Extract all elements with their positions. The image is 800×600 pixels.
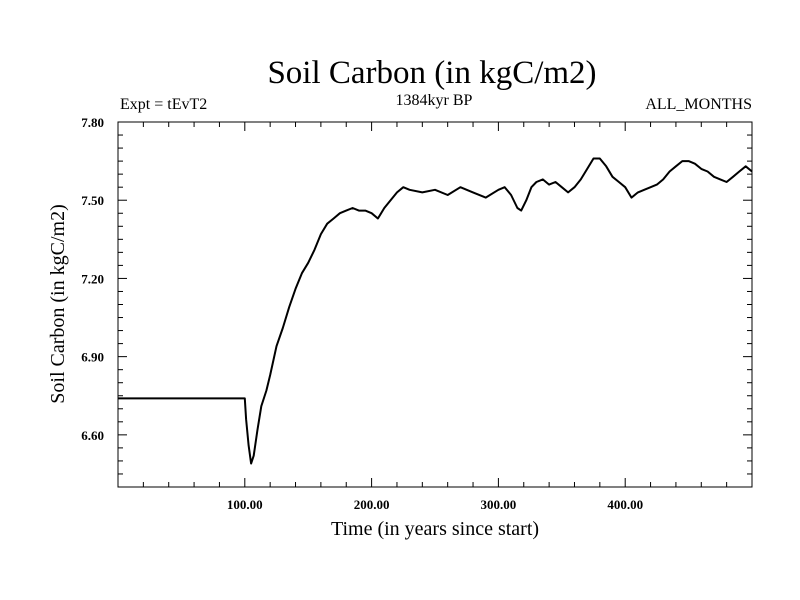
x-tick-label: 300.00 xyxy=(481,497,517,512)
y-axis-label: Soil Carbon (in kgC/m2) xyxy=(47,204,69,403)
months-label: ALL_MONTHS xyxy=(645,96,752,113)
y-tick-label: 6.60 xyxy=(81,428,104,443)
period-label: 1384kyr BP xyxy=(396,92,473,109)
y-axis-ticks xyxy=(118,121,752,475)
experiment-label: Expt = tEvT2 xyxy=(120,96,207,113)
x-tick-label: 400.00 xyxy=(607,497,643,512)
y-tick-label: 7.50 xyxy=(81,193,104,208)
chart-title: Soil Carbon (in kgC/m2) xyxy=(267,55,596,91)
x-axis-ticks xyxy=(142,122,728,487)
soil-carbon-series-line xyxy=(118,157,753,465)
y-tick-label: 7.80 xyxy=(81,115,104,130)
y-tick-label: 6.90 xyxy=(81,350,104,365)
x-tick-label: 200.00 xyxy=(354,497,390,512)
x-tick-label: 100.00 xyxy=(227,497,263,512)
x-axis-label: Time (in years since start) xyxy=(331,518,539,540)
y-tick-label: 7.20 xyxy=(81,271,104,286)
plot-frame xyxy=(117,121,753,488)
y-axis-tick-labels: 6.60 6.90 7.20 7.50 7.80 xyxy=(81,115,104,443)
x-axis-tick-labels: 100.00 200.00 300.00 400.00 xyxy=(227,497,643,512)
